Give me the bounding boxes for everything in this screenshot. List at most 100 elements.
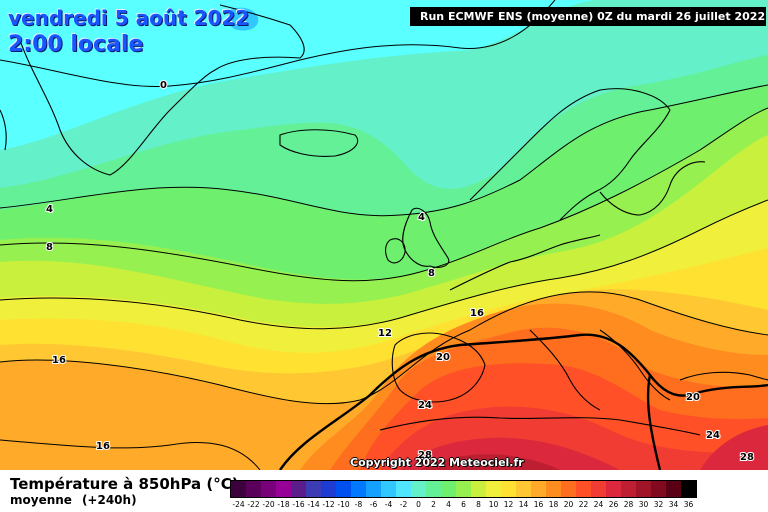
coast-greenland [19,4,305,176]
color-scale-tick: 32 [653,500,664,509]
isotherm-label: 16 [470,308,484,319]
color-swatch [561,481,576,497]
color-scale-tick: -2 [399,500,408,509]
color-scale-tick: -22 [247,500,260,509]
coast-italy [529,329,601,411]
isotherm-label: 28 [418,450,432,461]
legend-sub-left: moyenne [10,493,72,507]
color-scale-tick: 6 [461,500,466,509]
color-scale-tick: 2 [431,500,436,509]
color-swatch [351,481,366,497]
isotherm-12 [0,199,768,330]
color-scale-tick: -4 [384,500,393,509]
coast-british-isles [402,207,450,268]
color-swatch [531,481,546,497]
color-swatch [666,481,681,497]
color-swatch [681,481,696,497]
legend-title: Température à 850hPa (°C) [10,475,239,493]
color-scale-tick: 30 [638,500,649,509]
color-swatch [546,481,561,497]
color-swatch [291,481,306,497]
color-scale-tick: 4 [446,500,451,509]
color-swatch [306,481,321,497]
coast-europe-north [449,234,601,291]
color-swatch [576,481,591,497]
color-swatch [426,481,441,497]
color-swatch [651,481,666,497]
isotherm-label: 4 [46,204,53,215]
color-swatch [441,481,456,497]
isotherm-label: 24 [418,400,432,411]
coast-iberia [391,332,486,403]
color-swatch [366,481,381,497]
color-swatch [591,481,606,497]
color-scale-tick: -16 [292,500,305,509]
isotherm-16 [0,291,768,405]
forecast-time: 2:00 locale [8,32,144,57]
color-swatch [486,481,501,497]
color-scale-tick: 14 [518,500,529,509]
color-scale-tick: -20 [262,500,275,509]
isotherm-label: 4 [418,212,425,223]
coast-iceland [279,129,359,157]
color-scale-tick: 0 [416,500,421,509]
color-scale-tick: -6 [369,500,378,509]
isotherm-label: 28 [740,452,754,463]
color-scale-tick: -14 [307,500,320,509]
isotherm-20 [279,333,768,470]
color-swatch [396,481,411,497]
isotherm-label: 20 [436,352,450,363]
color-scale-tick: 34 [668,500,679,509]
color-scale-tick: 18 [548,500,559,509]
color-swatch [261,481,276,497]
coast-baltic [599,161,706,216]
color-swatch [246,481,261,497]
color-swatch [411,481,426,497]
color-scale-tick: 28 [623,500,634,509]
color-scale-tick: -18 [277,500,290,509]
color-scale-tick: 20 [563,500,574,509]
isotherm-label: 16 [96,441,110,452]
legend-subtitle: moyenne (+240h) [10,493,147,507]
isotherm-label: 0 [160,80,167,91]
color-scale-tick: -12 [322,500,335,509]
color-scale-tick: 8 [476,500,481,509]
temperature-map: 0 4 8 4 8 12 16 16 20 20 24 24 28 28 16 [0,0,768,470]
color-swatch [471,481,486,497]
band-26-28-east [700,425,768,470]
color-scale-tick: 26 [608,500,619,509]
color-scale-tick: -24 [232,500,245,509]
color-swatch [321,481,336,497]
coast-north-africa [379,416,701,436]
color-swatch [231,481,246,497]
isotherm-label: 24 [706,430,720,441]
isotherm-label: 16 [52,355,66,366]
color-swatch [276,481,291,497]
color-scale-tick: 24 [593,500,604,509]
color-scale-tick: -8 [354,500,363,509]
run-info-bar: Run ECMWF ENS (moyenne) 0Z du mardi 26 j… [410,7,766,26]
isotherm-4 [0,84,768,217]
color-swatch [381,481,396,497]
isotherm-16-south [0,439,261,470]
color-swatch [636,481,651,497]
color-swatch [336,481,351,497]
color-swatch [621,481,636,497]
color-swatch [606,481,621,497]
color-scale-tick: -10 [337,500,350,509]
isotherm-label: 8 [428,268,435,279]
isotherm-label: 8 [46,242,53,253]
color-scale-tick: 10 [488,500,499,509]
isotherm-label: 20 [686,392,700,403]
color-swatch [516,481,531,497]
legend-sub-right: (+240h) [81,493,137,507]
color-swatch [501,481,516,497]
color-scale-tick: 16 [533,500,544,509]
isotherm-label: 12 [378,328,392,339]
coast-labrador [0,109,7,151]
color-scale-tick: 12 [503,500,514,509]
coast-turkey [679,371,768,381]
forecast-date: vendredi 5 août 2022 [8,6,250,30]
coast-ireland [385,238,406,264]
color-scale-tick: 36 [683,500,694,509]
